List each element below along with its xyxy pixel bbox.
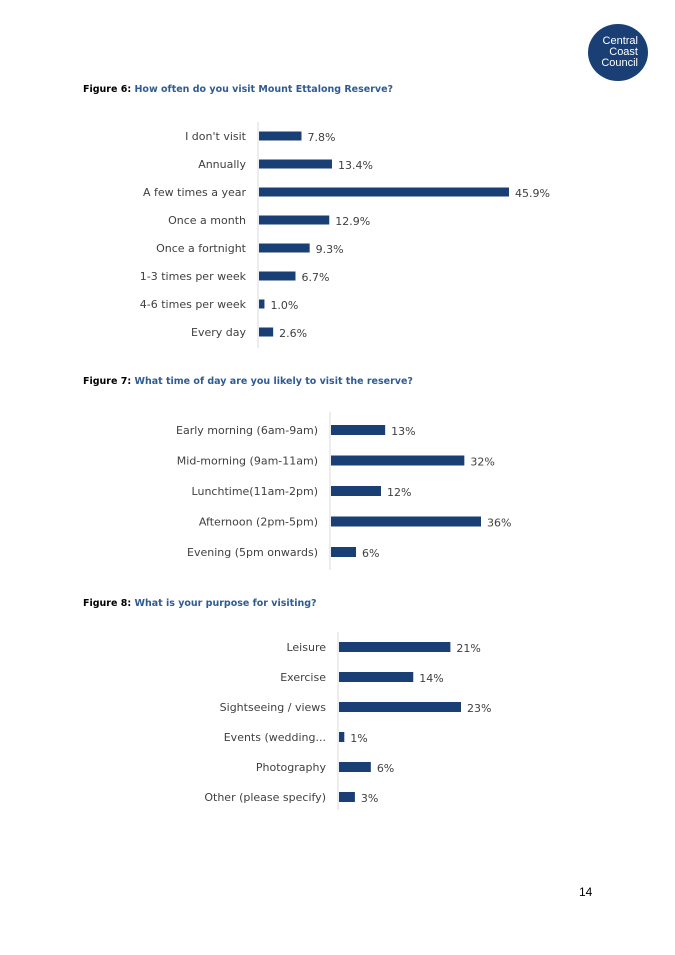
chart-2-bar [339, 642, 451, 652]
chart-1-bar [331, 455, 465, 466]
chart-0-category-label: 1-3 times per week [140, 270, 247, 283]
chart-2-bar [339, 792, 355, 802]
logo-line-1: Central [602, 35, 638, 47]
figure-6-question: How often do you visit Mount Ettalong Re… [134, 84, 394, 95]
chart-0-data-label: 2.6% [279, 327, 307, 340]
chart-1-bar [331, 425, 386, 435]
logo-line-2: Coast [609, 46, 638, 58]
figure-8-label: Figure 8: [83, 598, 132, 609]
chart-1-category-label: Mid-morning (9am-11am) [177, 455, 318, 468]
chart-2-bar [339, 732, 345, 742]
chart-0-bar [259, 243, 310, 253]
chart-0-bar [259, 187, 509, 197]
chart-2-data-label: 21% [456, 642, 480, 655]
chart-1-data-label: 12% [387, 486, 411, 499]
chart-1-data-label: 36% [487, 517, 511, 530]
chart-2-bar [339, 762, 371, 772]
chart-0-category-label: Every day [191, 326, 246, 339]
chart-1-data-label: 13% [391, 425, 415, 438]
chart-0-data-label: 7.8% [307, 131, 335, 144]
chart-2-category-label: Other (please specify) [204, 791, 326, 804]
chart-0-data-label: 45.9% [515, 187, 550, 200]
figure-7-question: What time of day are you likely to visit… [134, 376, 413, 387]
figure-6-chart: I don't visit 7.8% Annually 13.4% A few time… [140, 122, 550, 348]
chart-2-data-label: 23% [467, 702, 491, 715]
chart-0-bar [259, 131, 302, 141]
figure-8-chart: Leisure 21% Exercise 14% Sightseeing / views… [204, 632, 491, 810]
chart-2-data-label: 3% [361, 792, 378, 805]
chart-1-category-label: Afternoon (2pm-5pm) [199, 516, 318, 529]
chart-0-data-label: 12.9% [335, 215, 370, 228]
chart-1-bar [331, 516, 481, 527]
figure-7-label: Figure 7: [83, 376, 132, 387]
chart-0-category-label: I don't visit [185, 130, 247, 143]
chart-2-category-label: Sightseeing / views [220, 701, 327, 714]
chart-0-data-label: 1.0% [270, 299, 298, 312]
chart-2-category-label: Leisure [286, 641, 326, 654]
chart-2-bar [339, 672, 414, 682]
chart-0-data-label: 6.7% [301, 271, 329, 284]
chart-1-category-label: Early morning (6am-9am) [176, 424, 318, 437]
page-number: 14 [579, 885, 593, 899]
figure-7-chart: Early morning (6am-9am) 13% Mid-morning (9… [176, 412, 511, 570]
chart-2-bar [339, 702, 461, 712]
chart-0-data-label: 13.4% [338, 159, 373, 172]
chart-1-data-label: 32% [470, 456, 494, 469]
chart-2-data-label: 6% [377, 762, 394, 775]
figure-8-question: What is your purpose for visiting? [134, 598, 317, 609]
chart-0-category-label: 4-6 times per week [140, 298, 247, 311]
council-logo: Central Coast Council [588, 24, 648, 81]
figure-7-heading: Figure 7: What time of day are you likel… [83, 376, 413, 387]
chart-1-category-label: Lunchtime(11am-2pm) [192, 485, 318, 498]
figure-8-heading: Figure 8: What is your purpose for visit… [83, 598, 317, 609]
chart-1-data-label: 6% [362, 547, 379, 560]
chart-2-data-label: 1% [350, 732, 367, 745]
chart-0-category-label: Once a fortnight [156, 242, 247, 255]
chart-1-category-label: Evening (5pm onwards) [187, 546, 318, 559]
chart-0-bar [259, 271, 296, 281]
chart-0-bar [259, 215, 330, 225]
chart-0-category-label: Annually [198, 158, 246, 171]
chart-0-category-label: Once a month [168, 214, 246, 227]
chart-1-bar [331, 547, 356, 557]
chart-2-category-label: Exercise [280, 671, 326, 684]
chart-1-bar [331, 486, 381, 496]
chart-2-category-label: Events (wedding... [224, 731, 326, 744]
figure-6-label: Figure 6: [83, 84, 132, 95]
chart-0-bar [259, 159, 332, 169]
chart-0-bar [259, 299, 265, 309]
chart-2-category-label: Photography [256, 761, 327, 774]
chart-2-data-label: 14% [419, 672, 443, 685]
figure-6-heading: Figure 6: How often do you visit Mount E… [83, 84, 393, 95]
chart-0-data-label: 9.3% [316, 243, 344, 256]
chart-0-category-label: A few times a year [143, 186, 246, 199]
logo-line-3: Council [601, 57, 638, 69]
chart-0-bar [259, 327, 274, 337]
